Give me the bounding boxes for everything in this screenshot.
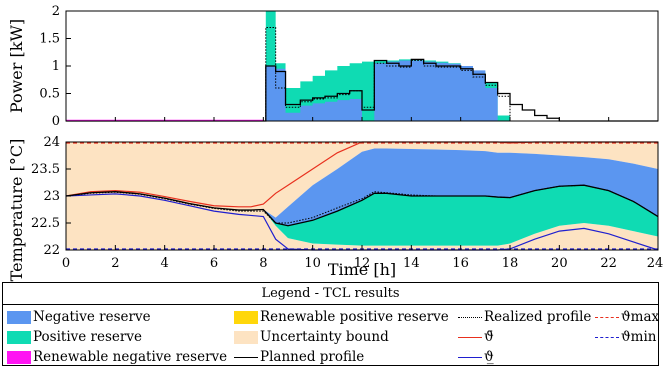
legend-item: Renewable positive reserve <box>234 307 449 327</box>
legend-line-sample <box>234 357 258 358</box>
legend-item: Positive reserve <box>7 327 142 347</box>
uncertainty-bound-upper-area <box>66 142 658 218</box>
legend-swatch <box>7 311 31 324</box>
time-xtick-label: 20 <box>551 256 568 271</box>
legend-line-sample <box>458 357 482 358</box>
legend-item: Uncertainty bound <box>234 327 389 347</box>
legend-label: Renewable negative reserve <box>33 349 228 365</box>
time-xtick-label: 6 <box>210 256 218 271</box>
power-axis-label: Power [kW] <box>7 19 26 113</box>
negative-reserve-area <box>251 60 560 121</box>
time-xtick-label: 16 <box>452 256 469 271</box>
temperature-ytick-label: 22.5 <box>31 216 60 231</box>
legend-label: Positive reserve <box>33 329 142 345</box>
temperature-ytick-label: 23.5 <box>31 162 60 177</box>
uncertainty-bound-lower-area <box>66 191 658 250</box>
legend-line-sample <box>595 317 619 318</box>
legend-line-sample <box>595 337 619 338</box>
power-ytick-label: 1.5 <box>39 32 60 47</box>
legend-line-sample <box>458 337 482 338</box>
legend-label: Realized profile <box>484 309 592 325</box>
legend-box: Legend - TCL results Negative reserve Pos… <box>2 282 659 366</box>
time-axis-label: Time [h] <box>328 260 396 279</box>
legend-item: Planned profile <box>234 347 364 367</box>
power-ytick-label: 0.5 <box>39 87 60 102</box>
negative-reserve-band <box>66 148 658 226</box>
power-ytick-label: 2 <box>52 4 60 19</box>
legend-label: ϑmin <box>621 329 657 345</box>
planned-temperature-line <box>65 184 659 227</box>
time-xtick-label: 8 <box>259 256 267 271</box>
legend-swatch <box>7 331 31 344</box>
time-xtick-label: 22 <box>600 256 617 271</box>
legend-item: ϑmax <box>595 307 659 327</box>
realized-temperature-line <box>65 184 659 224</box>
legend-label: Renewable positive reserve <box>260 309 449 325</box>
legend-label: ϑ̄ <box>484 329 494 345</box>
planned-profile-line <box>66 58 658 122</box>
legend-item: ϑ̄ <box>458 327 494 347</box>
legend-item: Renewable negative reserve <box>7 347 227 367</box>
time-xtick-label: 14 <box>403 256 420 271</box>
time-xtick-label: 18 <box>502 256 519 271</box>
power-ytick-label: 1 <box>52 59 60 74</box>
legend-label: Planned profile <box>260 349 365 365</box>
legend-swatch <box>234 331 258 344</box>
legend-line-sample <box>458 317 482 318</box>
time-xtick-label: 4 <box>161 256 169 271</box>
temperature-axis-label: Temperature [°C] <box>7 139 26 282</box>
legend-swatch <box>7 351 31 364</box>
legend-item: ϑmin <box>595 327 656 347</box>
temperature-ytick-label: 23 <box>43 189 60 204</box>
legend-item: Negative reserve <box>7 307 151 327</box>
legend-item: ϑ̲ <box>458 347 494 367</box>
time-xtick-label: 10 <box>304 256 321 271</box>
power-ytick-label: 0 <box>52 114 60 129</box>
legend-label: ϑ̲ <box>484 349 494 365</box>
legend-title: Legend - TCL results <box>3 283 658 305</box>
legend-label: Negative reserve <box>33 309 151 325</box>
temperature-ytick-label: 24 <box>43 135 60 150</box>
legend-swatch <box>234 311 258 324</box>
time-xtick-label: 24 <box>647 256 663 271</box>
time-xtick-label: 12 <box>354 256 371 271</box>
time-xtick-label: 2 <box>111 256 119 271</box>
time-xtick-label: 0 <box>62 256 70 271</box>
legend-item: Realized profile <box>458 307 591 327</box>
legend-label: Uncertainty bound <box>260 329 389 345</box>
temperature-ytick-label: 22 <box>43 243 60 258</box>
legend-label: ϑmax <box>621 309 660 325</box>
positive-reserve-band <box>66 185 658 246</box>
power-panel: 0 0.5 1 1.5 2 <box>39 4 659 129</box>
